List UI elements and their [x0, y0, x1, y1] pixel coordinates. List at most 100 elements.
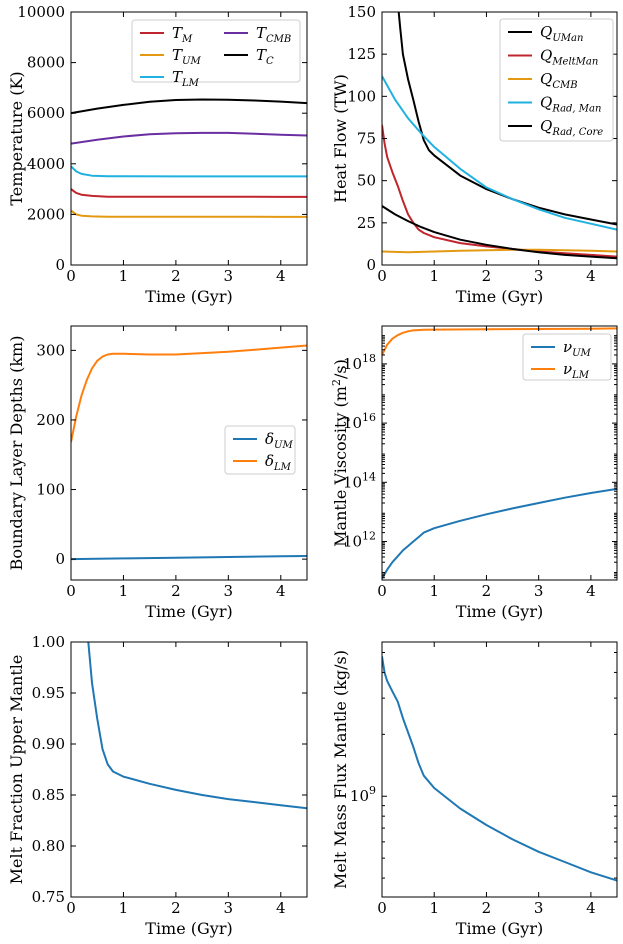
y-tick-label: 25 — [357, 214, 376, 232]
y-tick-label: 300 — [36, 341, 65, 359]
x-tick-label: 2 — [482, 267, 492, 285]
chart-temp: 0 1 2 3 4 Time (Gyr) 0 2000 4000 6000 8000 10000 Tem… — [7, 3, 308, 306]
x-tick-label: 3 — [534, 267, 544, 285]
x-tick-label: 0 — [66, 582, 76, 600]
x-tick-label: 3 — [534, 582, 544, 600]
legend-entry: TC — [256, 46, 274, 67]
legend-entry: δUM — [265, 430, 293, 451]
x-tick-label: 0 — [377, 582, 387, 600]
y-tick-label: 0 — [55, 550, 65, 568]
legend-entry: TUM — [172, 46, 201, 67]
legend-entry: νUM — [563, 338, 592, 359]
y-tick-label: 0.75 — [32, 888, 65, 906]
series-line-heat-4 — [382, 205, 617, 260]
legend-entry: QMeltMan — [540, 47, 598, 68]
y-tick-label: 100 — [347, 87, 376, 105]
legend-entry: TM — [172, 24, 193, 45]
axes-frame-bl — [70, 325, 308, 581]
legend-entry: νLM — [563, 360, 590, 381]
x-axis-label: Time (Gyr) — [456, 919, 543, 938]
x-tick-label: 3 — [534, 899, 544, 917]
x-tick-label: 0 — [66, 899, 76, 917]
x-tick-label: 1 — [119, 267, 129, 285]
series-line-temp-4 — [71, 98, 307, 115]
x-tick-label: 0 — [377, 899, 387, 917]
series-line-bl-1 — [71, 344, 307, 443]
chart-bl: 0 1 2 3 4 Time (Gyr) 0 100 200 300 Boundary Layer … — [7, 325, 308, 621]
x-tick-label: 1 — [119, 899, 129, 917]
y-axis-label: Melt Fraction Upper Mantle — [7, 655, 26, 885]
y-tick-label: 0 — [55, 256, 65, 274]
x-tick-label: 0 — [66, 267, 76, 285]
x-tick-label: 4 — [276, 267, 286, 285]
series-line-melt-0 — [87, 642, 307, 810]
series-line-visc-0 — [382, 487, 617, 580]
x-tick-label: 2 — [171, 899, 181, 917]
y-tick-label: 1014 — [343, 470, 376, 491]
series-line-heat-0 — [397, 12, 617, 226]
chart-heat: 0 1 2 3 4 Time (Gyr) 0 25 50 75 100 125 150 Heat Flow… — [331, 3, 618, 306]
series-line-heat-2 — [382, 248, 617, 254]
x-tick-label: 4 — [586, 582, 596, 600]
series-line-temp-3 — [71, 131, 307, 145]
x-tick-label: 1 — [429, 899, 439, 917]
y-tick-label: 125 — [347, 45, 376, 63]
legend-entry: QRad, Man — [540, 94, 601, 115]
x-tick-label: 4 — [586, 899, 596, 917]
series-line-heat-3 — [382, 75, 617, 231]
chart-melt: 0 1 2 3 4 Time (Gyr) 0.75 0.80 0.85 0.90 0.95 1.00 M… — [7, 633, 308, 938]
series-line-bl-0 — [71, 555, 307, 561]
y-tick-label: 1.00 — [32, 633, 65, 651]
y-tick-label: 109 — [350, 784, 376, 805]
axes-frame-flux — [381, 641, 618, 898]
legend-entry: TCMB — [256, 24, 291, 45]
x-tick-label: 1 — [429, 267, 439, 285]
axes-frame-melt — [70, 641, 308, 898]
x-tick-label: 3 — [224, 899, 234, 917]
y-tick-label: 10000 — [17, 3, 65, 21]
y-tick-label: 2000 — [27, 205, 65, 223]
y-axis-label: Boundary Layer Depths (km) — [7, 336, 26, 571]
series-line-temp-1 — [71, 209, 307, 218]
legend-entry: QRad, Core — [540, 117, 603, 138]
y-tick-label: 0.85 — [32, 786, 65, 804]
y-tick-label: 1016 — [343, 411, 376, 432]
y-tick-label: 8000 — [27, 54, 65, 72]
y-tick-label: 150 — [347, 3, 376, 21]
y-tick-label: 75 — [357, 130, 376, 148]
x-tick-label: 2 — [482, 899, 492, 917]
x-tick-label: 4 — [586, 267, 596, 285]
axes-frame-temp — [70, 11, 308, 266]
legend-entry: TLM — [172, 68, 200, 89]
x-tick-label: 4 — [276, 899, 286, 917]
x-tick-label: 4 — [276, 582, 286, 600]
x-axis-label: Time (Gyr) — [145, 602, 232, 621]
x-axis-label: Time (Gyr) — [456, 287, 543, 306]
y-axis-label: Mantle Viscosity (m2/s) — [330, 359, 350, 547]
series-line-temp-0 — [71, 188, 307, 198]
y-tick-label: 0.80 — [32, 837, 65, 855]
series-line-temp-2 — [71, 165, 307, 178]
series-line-heat-1 — [382, 124, 617, 258]
y-axis-label: Temperature (K) — [7, 71, 26, 205]
x-tick-label: 0 — [377, 267, 387, 285]
y-axis-label: Melt Mass Flux Mantle (kg/s) — [331, 650, 350, 889]
x-tick-label: 2 — [171, 582, 181, 600]
x-tick-label: 2 — [171, 267, 181, 285]
x-axis-label: Time (Gyr) — [145, 919, 232, 938]
x-tick-label: 3 — [224, 267, 234, 285]
x-tick-label: 2 — [482, 582, 492, 600]
x-tick-label: 1 — [119, 582, 129, 600]
axes-frame-visc — [381, 325, 618, 581]
y-tick-label: 0.90 — [32, 735, 65, 753]
y-tick-label: 4000 — [27, 155, 65, 173]
legend-entry: QCMB — [540, 70, 578, 91]
y-tick-label: 0.95 — [32, 684, 65, 702]
y-tick-label: 100 — [36, 481, 65, 499]
